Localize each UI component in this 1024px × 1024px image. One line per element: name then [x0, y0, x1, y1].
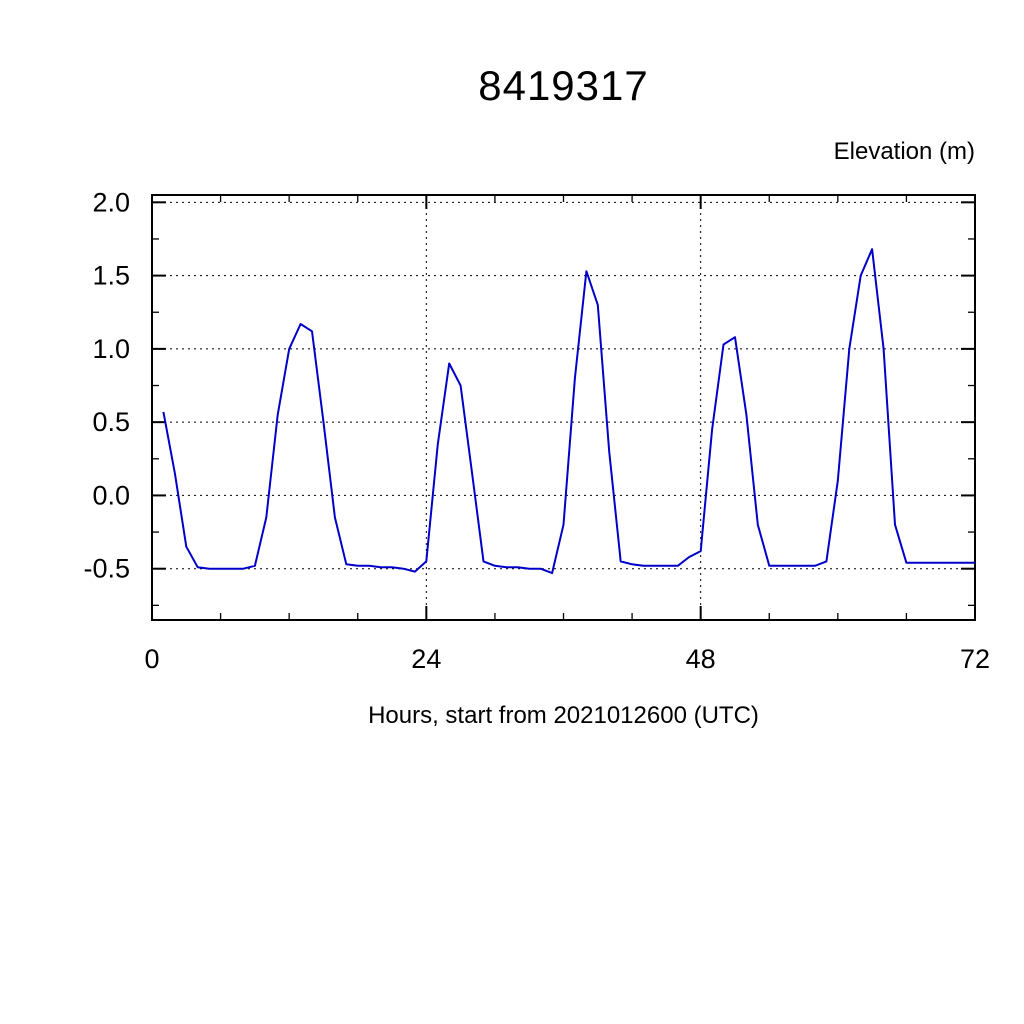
x-tick-label: 72	[960, 644, 990, 674]
plot-frame	[151, 194, 976, 621]
elevation-line	[162, 248, 975, 575]
y-tick-label: 2.0	[92, 187, 130, 217]
x-tick-label: 24	[411, 644, 441, 674]
x-axis-label: Hours, start from 2021012600 (UTC)	[368, 702, 759, 729]
y-tick-label: 1.0	[92, 334, 130, 364]
x-tick-label: 0	[144, 644, 159, 674]
y-tick-label: 0.0	[92, 480, 130, 510]
x-tick-label: 48	[686, 644, 716, 674]
y-tick-label: 0.5	[92, 407, 130, 437]
y-tick-label: 1.5	[92, 261, 130, 291]
y-axis-unit-label: Elevation (m)	[833, 138, 975, 165]
y-tick-label: -0.5	[83, 554, 130, 584]
chart-title: 8419317	[478, 62, 649, 109]
